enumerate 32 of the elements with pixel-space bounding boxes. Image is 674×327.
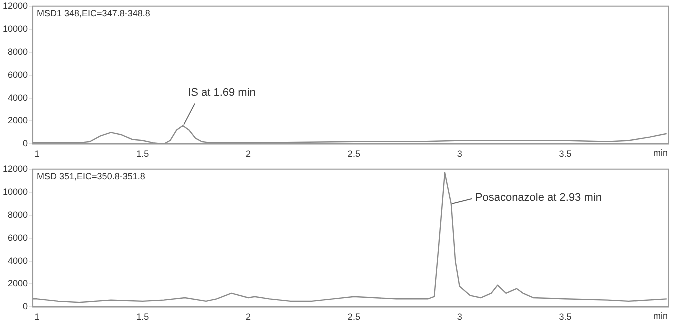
x-tick-label: 2	[246, 312, 252, 322]
x-tick-label: 2.5	[348, 312, 360, 322]
y-tick-label: 4000	[8, 92, 28, 103]
y-tick-label: 10000	[2, 24, 28, 34]
y-tick-label: 12000	[2, 164, 28, 174]
x-tick-label: 3.5	[559, 312, 572, 322]
y-tick-label: 6000	[8, 232, 28, 243]
annotation: IS at 1.69 min	[188, 86, 256, 99]
y-tick-label: 10000	[2, 186, 28, 197]
y-tick-label: 4000	[8, 256, 28, 266]
y-tick-label: 12000	[2, 0, 28, 11]
x-tick-label: 1	[34, 149, 40, 160]
x-tick-label: 2	[246, 149, 252, 160]
x-tick-label: 1.5	[136, 149, 150, 160]
x-tick-label: 1.5	[136, 312, 150, 322]
x-tick-label: 3	[457, 312, 462, 322]
x-tick-label: 2.5	[348, 149, 360, 160]
annotation: Posaconazole at 2.93 min	[475, 192, 602, 204]
y-tick-label: 6000	[8, 70, 28, 80]
y-tick-label: 2000	[8, 116, 28, 126]
x-tick-label: 3	[457, 149, 462, 160]
y-tick-label: 8000	[8, 46, 28, 57]
x-tick-label: 3.5	[559, 149, 572, 160]
x-axis-title: min	[653, 148, 668, 158]
y-tick-label: 2000	[8, 278, 28, 289]
chart-title: MSD 351,EIC=350.8-351.8	[37, 171, 146, 182]
y-tick-label: 8000	[8, 210, 28, 220]
x-tick-label: 1	[34, 312, 40, 322]
chart-title: MSD1 348,EIC=347.8-348.8	[37, 8, 150, 18]
y-tick-label: 0	[23, 138, 28, 149]
x-axis-title: min	[653, 311, 668, 322]
y-tick-label: 0	[23, 302, 28, 312]
